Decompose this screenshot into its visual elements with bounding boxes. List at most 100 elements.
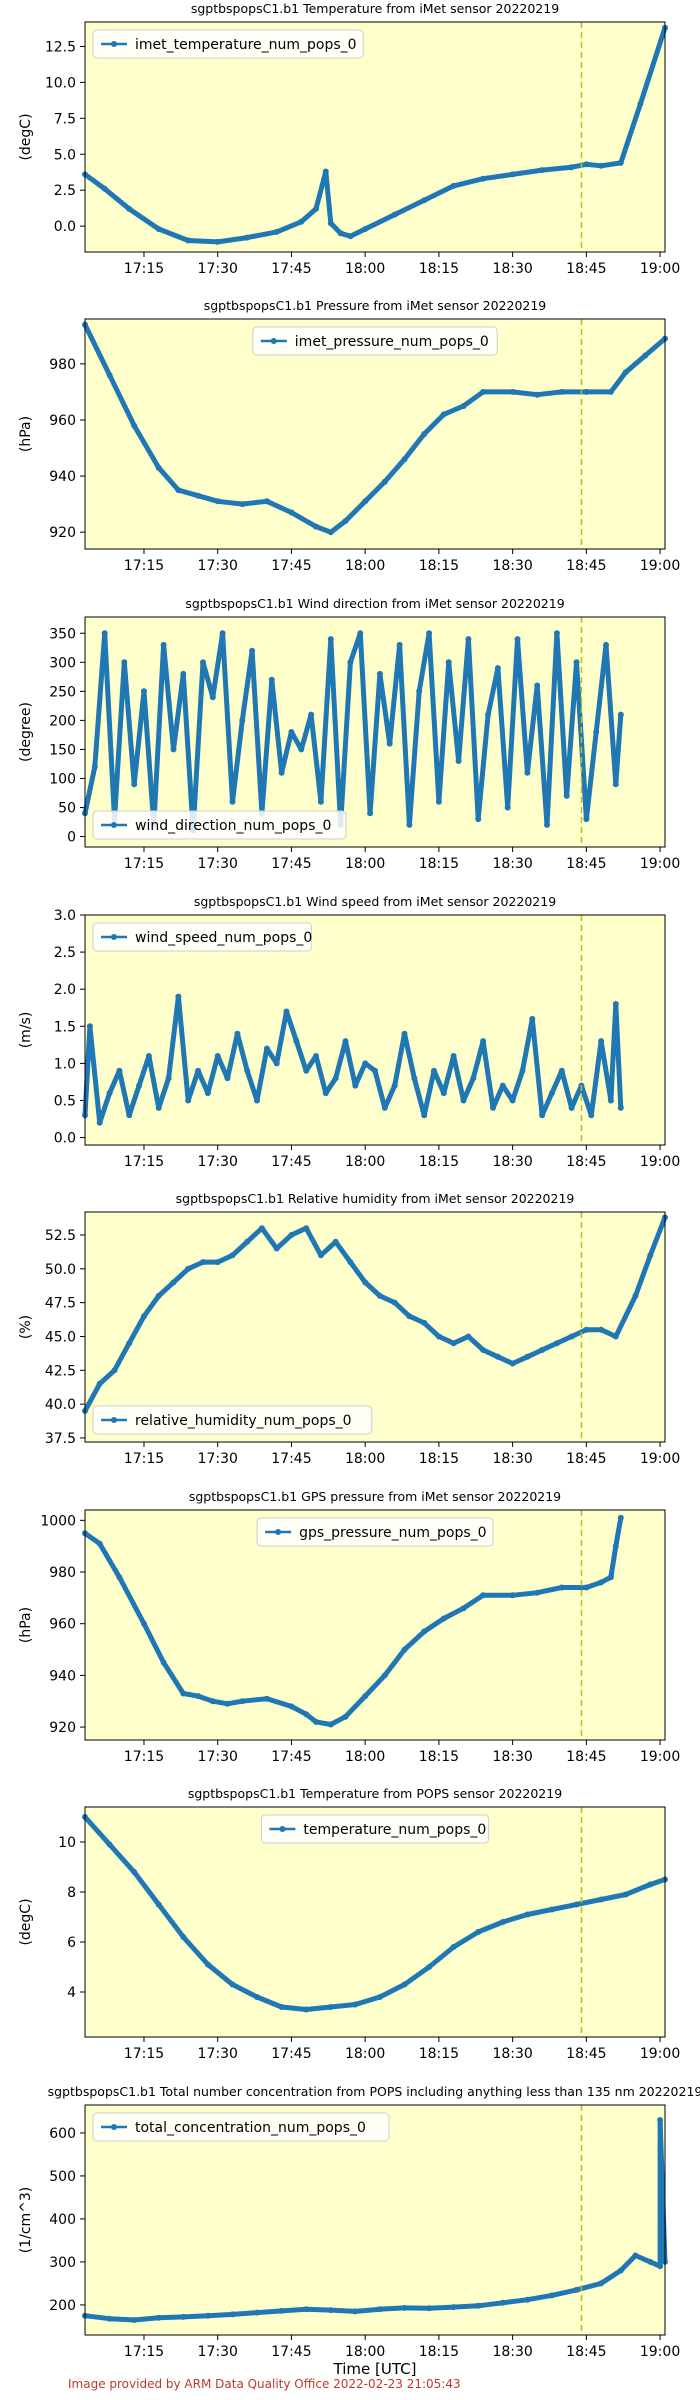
legend-box — [92, 810, 347, 840]
data-point — [214, 1259, 221, 1266]
y-tick-label: 940 — [49, 1668, 76, 1684]
data-point — [470, 1075, 477, 1082]
data-point — [583, 161, 590, 168]
data-point — [435, 1333, 442, 1340]
data-point — [303, 1067, 310, 1074]
y-tick-label: 980 — [49, 357, 76, 373]
data-point — [504, 804, 511, 811]
data-point — [617, 711, 624, 718]
x-tick-label: 19:00 — [640, 2344, 680, 2360]
data-point — [426, 630, 433, 637]
data-point — [494, 665, 501, 672]
data-point — [214, 1053, 221, 1059]
data-point — [244, 1067, 251, 1074]
x-tick-label: 18:45 — [566, 2046, 606, 2062]
plot-frame — [84, 318, 666, 550]
x-tick-label: 17:15 — [124, 1451, 164, 1467]
data-point — [426, 2305, 433, 2312]
x-tick-label: 17:15 — [124, 856, 164, 872]
data-point — [317, 798, 324, 805]
data-point — [612, 1333, 619, 1340]
data-point — [342, 1713, 349, 1720]
data-point — [313, 523, 319, 530]
data-point — [106, 1841, 113, 1848]
y-axis-label: (hPa) — [18, 416, 34, 452]
x-tick-label: 18:45 — [566, 261, 606, 277]
data-point — [632, 1292, 639, 1299]
data-point — [558, 1584, 565, 1591]
data-point — [254, 1994, 260, 2000]
y-tick-label: 1.5 — [54, 1019, 76, 1035]
y-tick-label: 300 — [49, 2255, 76, 2271]
x-tick-label: 17:15 — [124, 2046, 164, 2062]
data-point — [86, 1023, 93, 1030]
y-axis-label: (degree) — [18, 702, 34, 762]
data-point — [514, 636, 521, 643]
plot-area — [85, 1212, 665, 1442]
x-tick-label: 17:15 — [124, 1749, 164, 1765]
data-point — [293, 1038, 300, 1045]
data-point — [548, 1906, 555, 1913]
plot-frame — [84, 616, 666, 848]
data-point — [647, 1252, 654, 1259]
chart-panel-5: sgptbspopsC1.b1 GPS pressure from iMet s… — [18, 1489, 680, 1765]
data-point — [180, 2313, 187, 2320]
data-point — [524, 1353, 531, 1360]
x-tick-label: 17:45 — [271, 1451, 311, 1467]
data-point — [303, 2306, 310, 2313]
data-point — [509, 1592, 516, 1599]
data-point — [313, 205, 319, 212]
plot-frame — [84, 1806, 666, 2038]
y-tick-label: 250 — [49, 684, 76, 700]
x-tick-label: 18:00 — [345, 2046, 385, 2062]
data-point — [573, 2286, 580, 2293]
chart-panel-1: sgptbspopsC1.b1 Pressure from iMet senso… — [18, 298, 680, 574]
data-point — [327, 2004, 334, 2010]
data-point — [598, 2280, 605, 2287]
data-point — [352, 2001, 359, 2008]
data-point — [165, 1075, 172, 1082]
data-point — [386, 740, 393, 747]
y-tick-label: 500 — [49, 2169, 76, 2185]
data-point — [313, 1053, 319, 1059]
data-point — [539, 1112, 546, 1119]
data-point — [534, 682, 541, 689]
data-point — [195, 492, 202, 499]
data-point — [598, 1579, 605, 1586]
y-axis-label: (hPa) — [18, 1607, 34, 1643]
y-tick-label: 5.0 — [54, 147, 76, 163]
data-point — [126, 1340, 133, 1347]
data-point — [401, 1030, 408, 1037]
y-tick-label: 1.0 — [54, 1056, 76, 1072]
data-point — [303, 2006, 310, 2013]
x-tick-label: 17:45 — [271, 261, 311, 277]
data-point — [465, 1333, 472, 1340]
data-point — [273, 228, 280, 235]
x-tick-label: 18:45 — [566, 558, 606, 574]
data-point — [141, 1620, 147, 1627]
data-point — [362, 1060, 369, 1067]
y-tick-label: 2.5 — [54, 945, 76, 961]
x-tick-label: 18:45 — [566, 1154, 606, 1170]
data-point — [239, 1698, 246, 1705]
x-tick-label: 17:30 — [198, 1451, 238, 1467]
data-point — [288, 729, 295, 735]
x-tick-label: 18:15 — [419, 261, 459, 277]
data-point — [327, 220, 334, 227]
plot-area — [85, 319, 665, 549]
data-point — [421, 1319, 428, 1326]
data-point — [126, 1112, 133, 1119]
data-point — [440, 1615, 447, 1622]
data-point — [563, 792, 570, 799]
data-point — [607, 1097, 614, 1104]
legend-box — [252, 326, 498, 356]
y-axis-label: (%) — [18, 1315, 34, 1339]
data-point — [529, 1015, 536, 1022]
data-point — [160, 641, 167, 648]
y-axis-label: (degC) — [18, 113, 34, 160]
x-tick-label: 17:45 — [271, 558, 311, 574]
data-point — [170, 1279, 177, 1286]
y-tick-label: 7.5 — [54, 111, 76, 127]
data-point — [583, 816, 590, 823]
